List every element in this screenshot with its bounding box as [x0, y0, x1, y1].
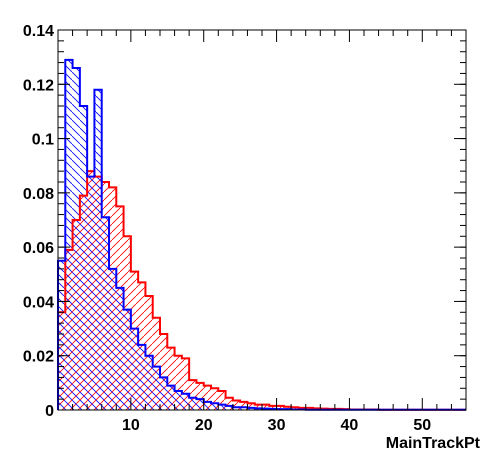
bar-red-16: [174, 355, 182, 410]
y-tick-label-1: 0.02: [23, 349, 54, 366]
bar-blue-22: [218, 404, 226, 410]
bar-blue-19: [196, 399, 204, 410]
bar-blue-4: [87, 176, 95, 410]
x-tick-label-2: 30: [268, 417, 286, 434]
bar-blue-10: [130, 328, 139, 410]
axis-tick-labels: 10 20 30 40 50 0 0.02 0.04 0.06 0.08 0.1 0.12 0.14: [23, 23, 431, 434]
y-tick-label-6: 0.12: [23, 77, 54, 94]
bar-blue-21: [211, 403, 219, 410]
bar-red-15: [167, 347, 175, 410]
y-tick-label-5: 0.1: [32, 132, 54, 149]
x-tick-label-1: 20: [195, 417, 213, 434]
bar-blue-25: [240, 407, 248, 410]
y-tick-label-4: 0.08: [23, 186, 54, 203]
bar-red-21: [211, 388, 219, 410]
axis-ticks: [58, 29, 466, 411]
bar-red-20: [203, 385, 211, 410]
bar-blue-13: [152, 366, 160, 410]
bar-blue-3: [79, 106, 88, 410]
x-tick-label-0: 10: [122, 417, 140, 434]
bar-blue-8: [116, 287, 124, 410]
bar-red-24: [232, 400, 241, 410]
bar-blue-9: [123, 309, 131, 410]
bar-blue-26: [247, 407, 255, 410]
bar-red-27: [254, 404, 262, 410]
bar-blue-14: [160, 377, 168, 410]
y-tick-label-0: 0: [45, 403, 54, 420]
bar-blue-11: [138, 344, 146, 410]
x-tick-label-3: 40: [341, 417, 359, 434]
bar-red-22: [218, 391, 226, 410]
y-tick-label-3: 0.06: [23, 240, 54, 257]
bar-red-30: [276, 405, 284, 410]
bar-blue-2: [72, 68, 80, 410]
x-axis-label: MainTrackPt: [386, 435, 481, 452]
bar-blue-20: [203, 401, 211, 410]
bar-red-17: [181, 358, 190, 410]
bar-blue-16: [174, 391, 182, 410]
bar-red-26: [247, 403, 255, 410]
bar-red-18: [189, 380, 197, 410]
bar-blue-18: [189, 397, 197, 410]
bar-red-19: [196, 382, 204, 410]
bar-red-12: [145, 296, 153, 410]
bar-blue-23: [225, 405, 233, 410]
bar-blue-15: [167, 385, 175, 410]
bar-blue-5: [94, 89, 102, 410]
bar-red-14: [160, 334, 168, 410]
bar-red-23: [225, 397, 233, 410]
bar-red-25: [240, 401, 248, 410]
bar-red-13: [152, 317, 160, 410]
bar-blue-0: [58, 260, 66, 410]
x-tick-label-4: 50: [413, 417, 431, 434]
y-tick-label-2: 0.04: [23, 294, 54, 311]
bar-red-28: [262, 404, 270, 410]
y-tick-label-7: 0.14: [23, 23, 54, 40]
histogram-fills: [58, 59, 466, 410]
bar-blue-1: [65, 59, 73, 410]
bar-blue-24: [232, 407, 241, 410]
bar-blue-6: [101, 217, 109, 410]
bar-blue-12: [145, 355, 153, 410]
bar-blue-17: [181, 393, 190, 410]
bar-blue-7: [109, 268, 117, 410]
